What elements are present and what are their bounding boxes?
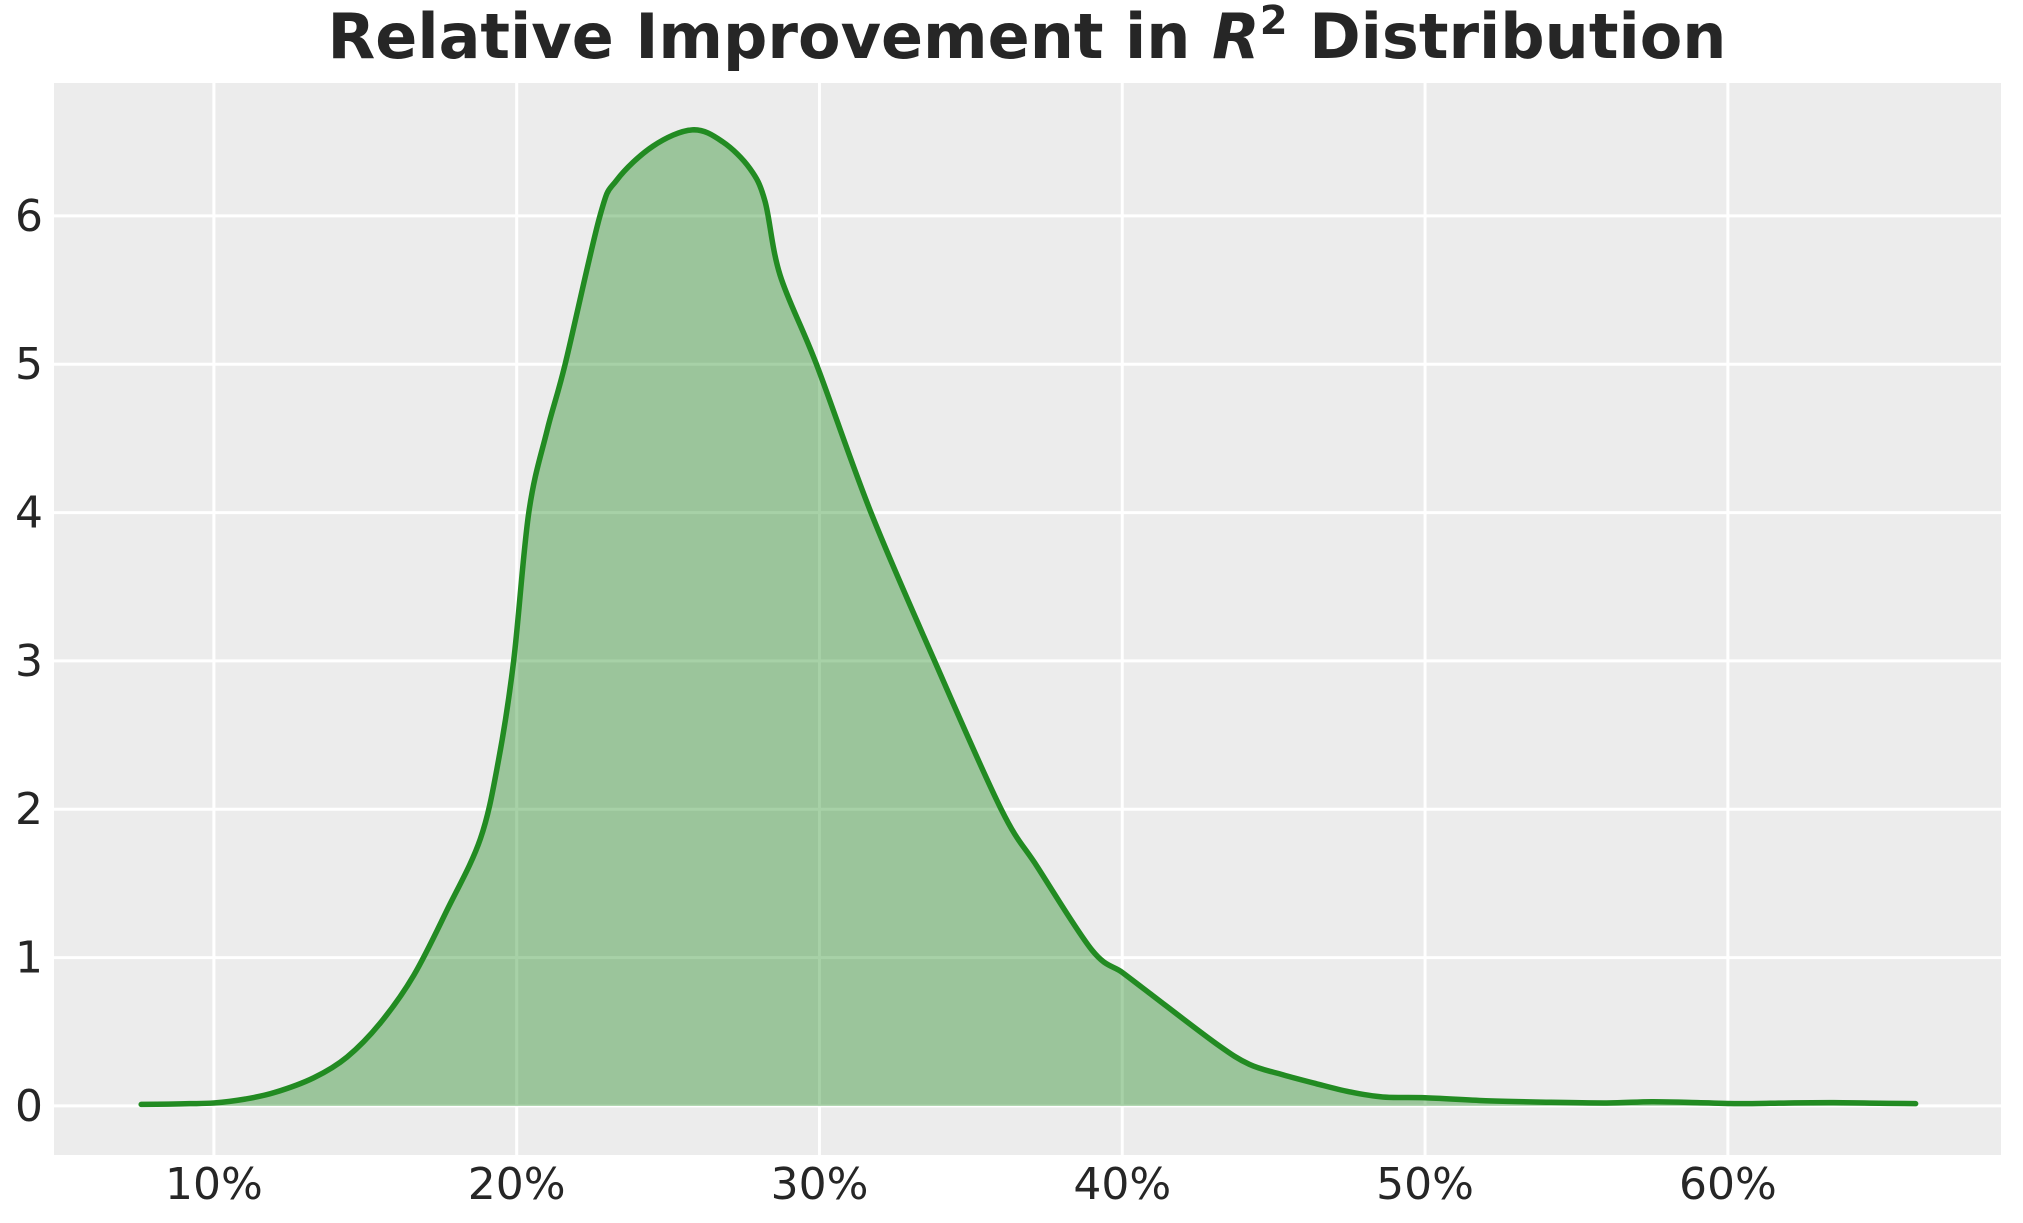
kde-fill [141, 129, 1916, 1106]
title-suffix: Distribution [1288, 0, 1727, 73]
y-axis-tick-labels: 0 1 2 3 4 5 6 [15, 191, 43, 1132]
x-tick-label-40: 40% [1073, 1159, 1171, 1210]
x-tick-label-50: 50% [1376, 1159, 1474, 1210]
y-tick-label-1: 1 [15, 933, 43, 984]
kde-curve [138, 127, 1919, 1108]
plot-area [54, 83, 2001, 1155]
y-tick-label-5: 5 [15, 339, 43, 390]
kde-series [138, 127, 1919, 1108]
y-tick-label-4: 4 [15, 488, 43, 539]
x-tick-label-30: 30% [771, 1159, 869, 1210]
chart-title: Relative Improvement in R2 Distribution [328, 0, 1727, 73]
title-exponent: 2 [1260, 0, 1288, 44]
gridlines [54, 83, 2001, 1155]
title-prefix: Relative Improvement in [328, 0, 1213, 73]
x-tick-label-10: 10% [165, 1159, 263, 1210]
x-tick-label-60: 60% [1679, 1159, 1777, 1210]
y-tick-label-0: 0 [15, 1081, 43, 1132]
y-tick-label-2: 2 [15, 784, 43, 835]
y-tick-label-3: 3 [15, 636, 43, 687]
x-axis-tick-labels: 10% 20% 30% 40% 50% 60% [165, 1159, 1777, 1210]
title-math-variable: R [1212, 0, 1260, 73]
y-tick-label-6: 6 [15, 191, 43, 242]
x-tick-label-20: 20% [468, 1159, 566, 1210]
